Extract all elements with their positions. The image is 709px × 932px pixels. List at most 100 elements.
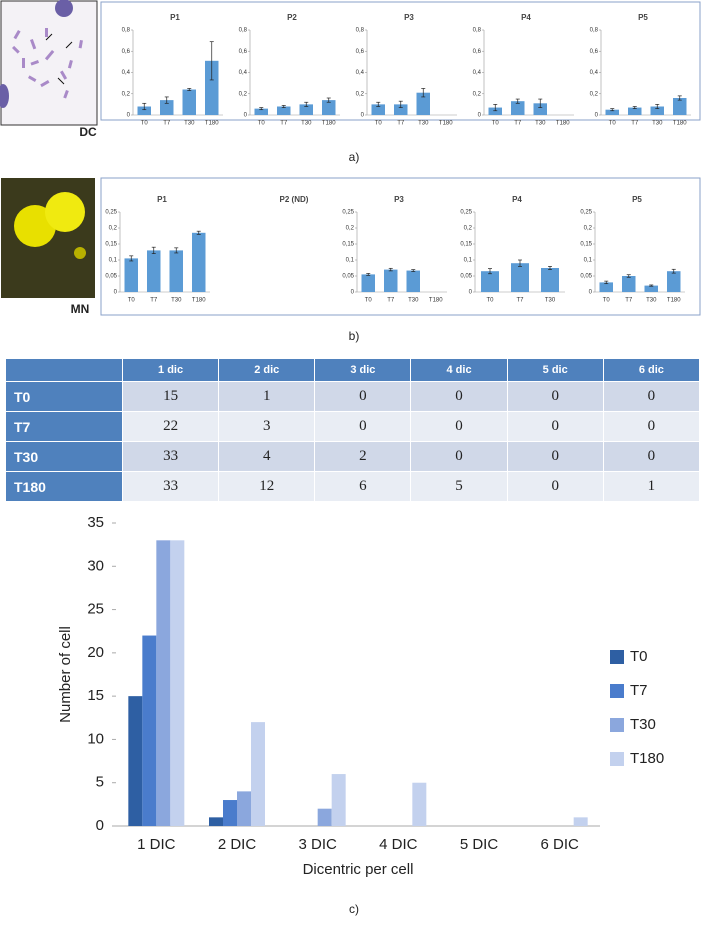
table-corner [6, 359, 122, 381]
y-tick-label: 0,8 [590, 28, 599, 34]
x-axis-title: Dicentric per cell [303, 861, 414, 878]
x-tick-label: T0 [492, 121, 500, 127]
y-tick-label: 0,8 [239, 28, 248, 34]
y-tick-label: 0,2 [473, 91, 482, 97]
table-cell: 3 [219, 412, 315, 441]
bar [322, 100, 336, 115]
x-tick-label: T180 [192, 298, 206, 304]
column-header: 1 dic [123, 359, 219, 381]
x-tick-label: T7 [387, 298, 395, 304]
table-row: T30 33 4 2 0 0 0 [6, 442, 699, 471]
chart-title: P5 [638, 13, 648, 22]
x-tick-label: T7 [631, 121, 639, 127]
dc-image [0, 0, 98, 126]
bar [299, 104, 313, 115]
chart-title: P2 [287, 13, 297, 22]
y-tick-label: 0,25 [342, 210, 354, 216]
bar [628, 107, 642, 115]
x-tick-label: T7 [625, 298, 633, 304]
bar [384, 269, 398, 292]
y-tick-label: 0,6 [122, 49, 131, 55]
bar [412, 782, 427, 826]
bar [533, 103, 547, 115]
table-cell: 22 [123, 412, 219, 441]
y-tick-label: 0,1 [109, 258, 118, 264]
y-tick-label: 0,2 [239, 91, 248, 97]
table-cell: 0 [315, 412, 411, 441]
x-tick-label: T30 [301, 121, 312, 127]
bar [137, 106, 151, 115]
x-tick-label: 6 DIC [540, 836, 579, 853]
bar [331, 774, 346, 826]
table-cell: 0 [603, 382, 699, 411]
y-tick-label: 0,05 [342, 274, 354, 280]
bar [124, 258, 138, 292]
table-cell: 15 [123, 382, 219, 411]
x-tick-label: T0 [609, 121, 617, 127]
y-tick-label: 0,8 [473, 28, 482, 34]
x-tick-label: 5 DIC [460, 836, 499, 853]
y-tick-label: 35 [87, 514, 104, 531]
bar [223, 800, 237, 826]
x-tick-label: T30 [646, 298, 657, 304]
x-tick-label: T30 [418, 121, 429, 127]
bar [416, 92, 430, 115]
y-tick-label: 0,6 [473, 49, 482, 55]
bar [406, 270, 420, 292]
y-tick-label: 0 [244, 113, 248, 119]
y-tick-label: 0,2 [590, 91, 599, 97]
panel-frame [100, 1, 701, 121]
y-tick-label: 0 [469, 290, 473, 296]
bar [169, 250, 183, 292]
y-tick-label: 10 [87, 730, 104, 747]
bar [147, 250, 161, 292]
legend-swatch [610, 752, 624, 766]
table-cell: 0 [411, 412, 507, 441]
bar [237, 791, 251, 826]
x-tick-label: 3 DIC [298, 836, 337, 853]
table-cell: 2 [315, 442, 411, 471]
table-cell: 33 [123, 442, 219, 471]
mn-image [1, 178, 95, 298]
bar [481, 271, 499, 292]
column-header: 5 dic [507, 359, 603, 381]
x-tick-label: T0 [365, 298, 373, 304]
table-cell: 0 [507, 442, 603, 471]
table-cell: 33 [123, 472, 219, 501]
y-tick-label: 0,1 [346, 258, 355, 264]
y-axis-title: Number of cell [57, 626, 74, 723]
x-tick-label: T30 [184, 121, 195, 127]
table-cell: 0 [603, 412, 699, 441]
y-tick-label: 0,05 [580, 274, 592, 280]
x-tick-label: T180 [429, 298, 443, 304]
y-tick-label: 0,25 [105, 210, 117, 216]
bar [541, 268, 559, 292]
chart-title: P1 [170, 13, 180, 22]
bar [192, 232, 206, 292]
panel-label: DC [79, 125, 97, 139]
x-tick-label: T180 [667, 298, 681, 304]
bar [605, 109, 619, 115]
y-tick-label: 0,15 [342, 242, 354, 248]
bar [511, 101, 525, 115]
x-tick-label: T7 [397, 121, 405, 127]
x-tick-label: T30 [408, 298, 419, 304]
table-cell: 4 [219, 442, 315, 471]
bar [170, 540, 185, 826]
table-cell: 0 [315, 382, 411, 411]
table-row: T0 15 1 0 0 0 0 [6, 382, 699, 411]
column-header: 3 dic [315, 359, 411, 381]
y-tick-label: 0,2 [122, 91, 131, 97]
x-tick-label: 2 DIC [218, 836, 257, 853]
column-header: 6 dic [603, 359, 699, 381]
x-tick-label: T30 [652, 121, 663, 127]
legend-swatch [610, 650, 624, 664]
bar [673, 98, 687, 115]
y-tick-label: 0,4 [590, 70, 599, 76]
y-tick-label: 0 [96, 817, 104, 834]
y-tick-label: 0 [595, 113, 599, 119]
x-tick-label: T0 [603, 298, 611, 304]
table-row: T180 33 12 6 5 0 1 [6, 472, 699, 501]
y-tick-label: 0,25 [460, 210, 472, 216]
